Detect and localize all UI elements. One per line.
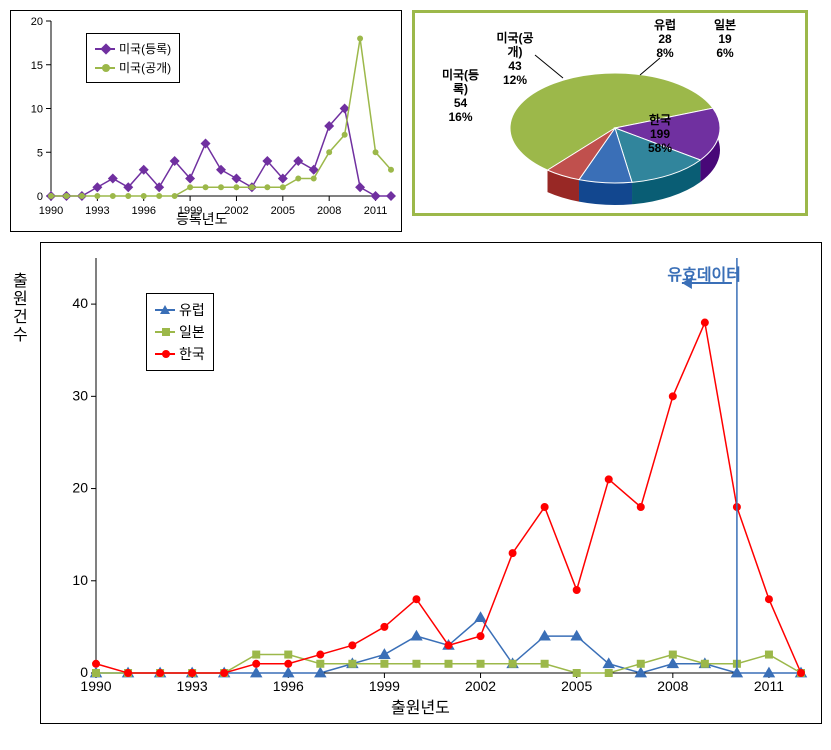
svg-text:2011: 2011 (754, 678, 784, 694)
valid-data-annotation: 유효데이터 (667, 261, 741, 285)
svg-text:1990: 1990 (39, 205, 63, 217)
small-line-chart: 등록건수 05101520199019931996199920022005200… (10, 10, 402, 232)
small-chart-legend: 미국(등록) 미국(공개) (86, 33, 180, 83)
svg-text:5: 5 (37, 147, 43, 159)
svg-text:1993: 1993 (85, 205, 109, 217)
svg-text:10: 10 (72, 572, 88, 588)
svg-text:1996: 1996 (273, 678, 304, 694)
svg-text:20: 20 (72, 480, 88, 496)
legend-label: 한국 (179, 344, 205, 364)
legend-label: 일본 (179, 322, 205, 342)
svg-text:2005: 2005 (561, 678, 592, 694)
svg-text:2008: 2008 (657, 678, 688, 694)
svg-text:1993: 1993 (177, 678, 208, 694)
pie-label-eu: 유럽 28 8% (645, 18, 685, 60)
legend-label: 미국(등록) (119, 40, 171, 57)
big-line-chart: 출원건수 01020304019901993199619992002200520… (40, 242, 822, 724)
pie-label-jp: 일본 19 6% (705, 18, 745, 60)
pie-label-us-open: 미국(공개) 43 12% (490, 31, 540, 87)
svg-text:2008: 2008 (317, 205, 341, 217)
small-chart-x-label: 등록년도 (176, 209, 228, 229)
svg-text:1999: 1999 (369, 678, 400, 694)
svg-text:15: 15 (31, 60, 43, 72)
svg-text:30: 30 (72, 387, 88, 403)
svg-text:10: 10 (31, 104, 43, 116)
legend-label: 미국(공개) (119, 59, 171, 76)
small-chart-y-label: 등록건수 (0, 16, 1, 72)
big-chart-y-label: 출원건수 (13, 273, 31, 345)
svg-text:0: 0 (37, 191, 43, 203)
svg-text:40: 40 (72, 295, 88, 311)
pie-label-us-reg: 미국(등록) 54 16% (438, 68, 483, 124)
svg-text:2011: 2011 (364, 205, 388, 217)
small-chart-svg: 0510152019901993199619992002200520082011 (11, 11, 401, 231)
legend-label: 유럽 (179, 300, 205, 320)
svg-text:2002: 2002 (465, 678, 496, 694)
big-chart-x-label: 출원년도 (391, 694, 450, 718)
svg-text:20: 20 (31, 16, 43, 28)
pie-chart: 미국(공개) 43 12% 미국(등록) 54 16% 유럽 28 8% 일본 … (412, 10, 808, 216)
pie-label-kr: 한국 199 58% (640, 113, 680, 155)
svg-text:1996: 1996 (131, 205, 155, 217)
big-chart-legend: 유럽 일본 한국 (146, 293, 214, 371)
svg-text:1990: 1990 (80, 678, 111, 694)
svg-text:2005: 2005 (271, 205, 295, 217)
